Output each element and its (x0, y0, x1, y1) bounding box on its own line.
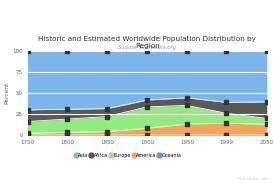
Y-axis label: Percent: Percent (4, 82, 9, 104)
Legend: Asia, Africa, Europe, America, Oceania: Asia, Africa, Europe, America, Oceania (75, 153, 182, 158)
Text: Highcharts.com: Highcharts.com (237, 177, 270, 181)
Text: Source: Wikipedia.org: Source: Wikipedia.org (118, 44, 176, 50)
Title: Historic and Estimated Worldwide Population Distribution by
Region: Historic and Estimated Worldwide Populat… (38, 36, 256, 49)
